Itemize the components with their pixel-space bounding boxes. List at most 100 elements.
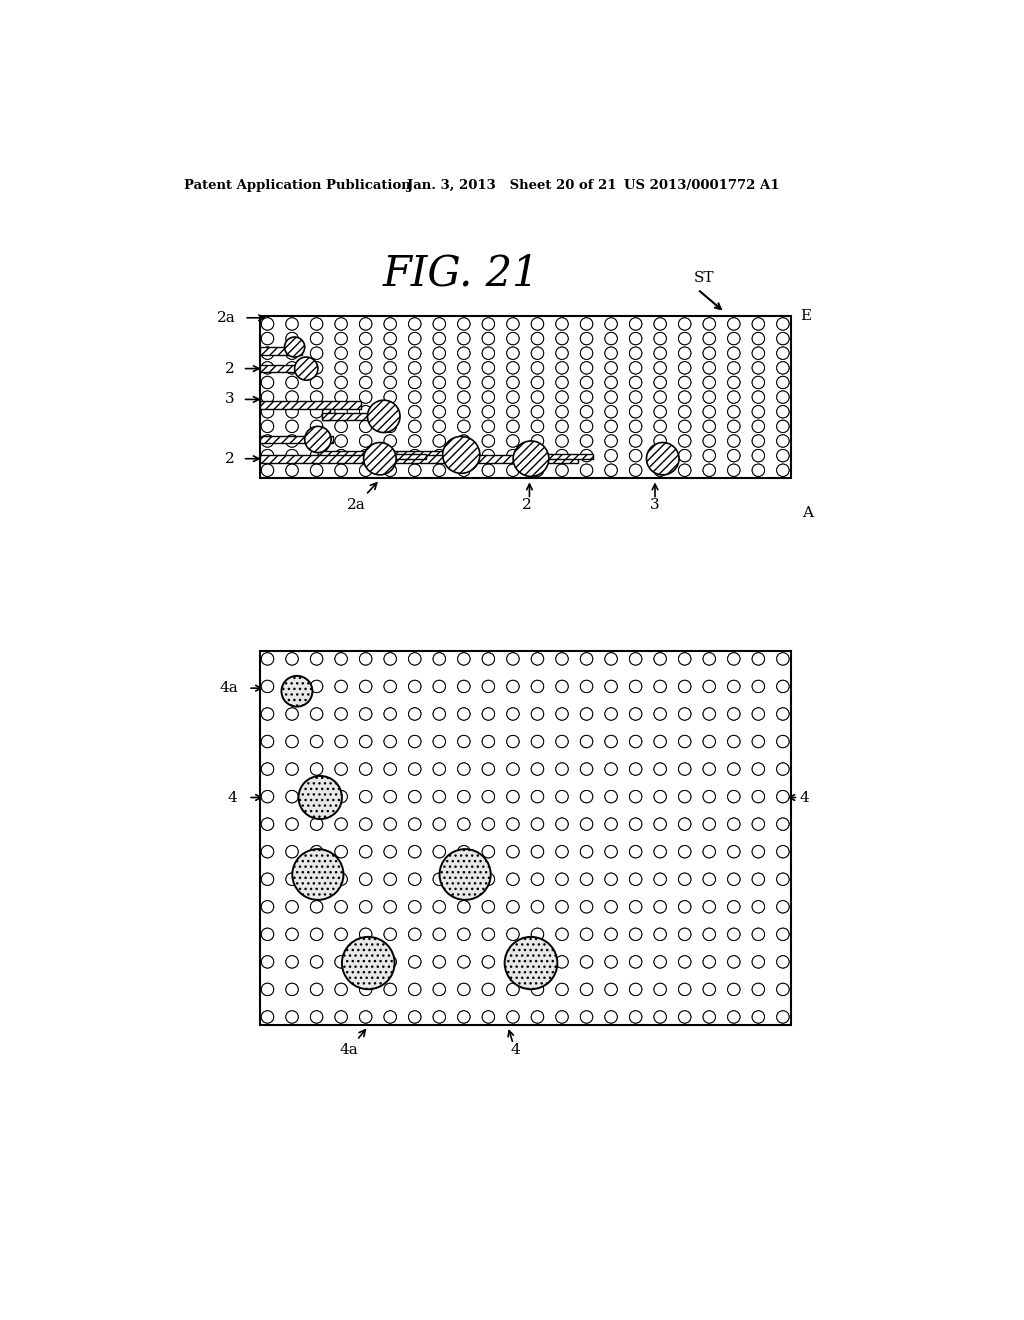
Circle shape <box>753 846 765 858</box>
Circle shape <box>581 347 593 359</box>
Circle shape <box>482 465 495 477</box>
Circle shape <box>703 405 716 418</box>
Circle shape <box>654 928 667 940</box>
Circle shape <box>507 362 519 374</box>
Circle shape <box>630 818 642 830</box>
Circle shape <box>305 426 331 453</box>
Circle shape <box>531 434 544 447</box>
Circle shape <box>482 928 495 940</box>
Circle shape <box>531 391 544 404</box>
Circle shape <box>679 465 691 477</box>
Circle shape <box>531 818 544 830</box>
Circle shape <box>409 391 421 404</box>
Circle shape <box>433 465 445 477</box>
Circle shape <box>335 708 347 721</box>
Circle shape <box>679 791 691 803</box>
Circle shape <box>458 818 470 830</box>
Circle shape <box>359 1011 372 1023</box>
Circle shape <box>310 391 323 404</box>
Circle shape <box>581 391 593 404</box>
Circle shape <box>359 846 372 858</box>
Circle shape <box>433 391 445 404</box>
Circle shape <box>286 465 298 477</box>
Circle shape <box>630 434 642 447</box>
Circle shape <box>335 450 347 462</box>
Circle shape <box>728 434 740 447</box>
Circle shape <box>507 900 519 913</box>
Circle shape <box>728 465 740 477</box>
Circle shape <box>581 420 593 433</box>
Circle shape <box>679 420 691 433</box>
Circle shape <box>409 376 421 388</box>
Circle shape <box>581 450 593 462</box>
Circle shape <box>286 708 298 721</box>
Circle shape <box>458 735 470 747</box>
Circle shape <box>703 680 716 693</box>
Circle shape <box>605 763 617 775</box>
Circle shape <box>728 347 740 359</box>
Circle shape <box>531 763 544 775</box>
Circle shape <box>458 376 470 388</box>
Circle shape <box>776 391 790 404</box>
Circle shape <box>581 405 593 418</box>
Circle shape <box>310 708 323 721</box>
Circle shape <box>753 873 765 886</box>
Circle shape <box>335 983 347 995</box>
Text: 2: 2 <box>225 362 234 376</box>
Circle shape <box>458 680 470 693</box>
Circle shape <box>335 434 347 447</box>
Circle shape <box>335 818 347 830</box>
Circle shape <box>409 983 421 995</box>
Circle shape <box>630 333 642 345</box>
Circle shape <box>605 362 617 374</box>
Circle shape <box>482 708 495 721</box>
Circle shape <box>433 420 445 433</box>
Circle shape <box>433 376 445 388</box>
Circle shape <box>482 653 495 665</box>
Circle shape <box>703 450 716 462</box>
Circle shape <box>359 818 372 830</box>
Circle shape <box>286 900 298 913</box>
Circle shape <box>310 873 323 886</box>
Circle shape <box>703 465 716 477</box>
Text: 4a: 4a <box>340 1030 366 1057</box>
Circle shape <box>679 956 691 968</box>
Circle shape <box>654 362 667 374</box>
Circle shape <box>507 376 519 388</box>
Circle shape <box>630 450 642 462</box>
Bar <box>317 451 458 459</box>
Circle shape <box>776 956 790 968</box>
Circle shape <box>286 376 298 388</box>
Circle shape <box>654 318 667 330</box>
Circle shape <box>261 791 273 803</box>
Circle shape <box>335 1011 347 1023</box>
Circle shape <box>261 1011 273 1023</box>
Circle shape <box>507 956 519 968</box>
Circle shape <box>556 362 568 374</box>
Circle shape <box>728 873 740 886</box>
Circle shape <box>556 653 568 665</box>
Circle shape <box>507 450 519 462</box>
Circle shape <box>286 846 298 858</box>
Circle shape <box>630 873 642 886</box>
Circle shape <box>384 450 396 462</box>
Circle shape <box>654 680 667 693</box>
Circle shape <box>261 983 273 995</box>
Circle shape <box>654 956 667 968</box>
Circle shape <box>728 818 740 830</box>
Circle shape <box>384 318 396 330</box>
Circle shape <box>384 347 396 359</box>
Circle shape <box>335 900 347 913</box>
Circle shape <box>286 791 298 803</box>
Circle shape <box>433 818 445 830</box>
Circle shape <box>261 450 273 462</box>
Circle shape <box>359 763 372 775</box>
Circle shape <box>458 405 470 418</box>
Circle shape <box>630 928 642 940</box>
Text: FIG. 21: FIG. 21 <box>383 253 540 294</box>
Circle shape <box>581 818 593 830</box>
Circle shape <box>261 391 273 404</box>
Circle shape <box>359 347 372 359</box>
Circle shape <box>359 434 372 447</box>
Circle shape <box>513 441 549 477</box>
